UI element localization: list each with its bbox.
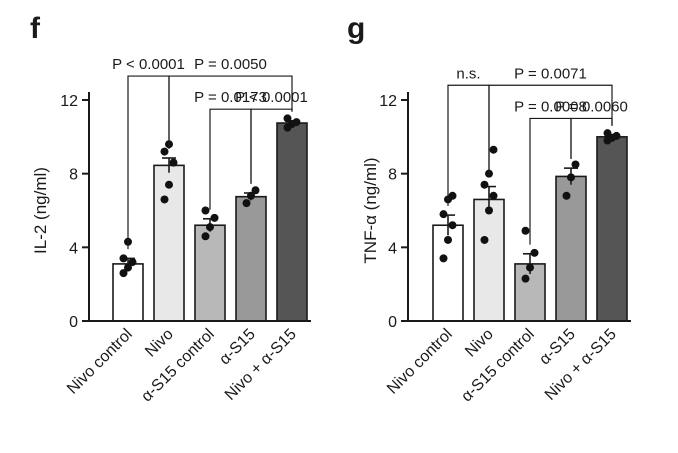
panel-g-chart: g TNF-α (ng/ml) 0 4 8 12 Nivo control Nivoα-S15… <box>347 12 631 405</box>
data-point <box>489 145 498 154</box>
panel-letter: g <box>347 12 365 45</box>
significance-bracket <box>168 75 293 149</box>
data-point <box>169 158 178 167</box>
p-value-label: P = 0.0173 <box>194 89 267 106</box>
y-axis-title: IL-2 (ng/ml) <box>31 167 50 254</box>
data-point <box>242 199 251 208</box>
data-point <box>489 191 498 200</box>
bar <box>473 198 505 322</box>
panel-f-chart: f IL-2 (ng/ml) 0 4 8 12 Nivo control Nivoα-S15 … <box>30 12 311 405</box>
data-point <box>292 118 301 127</box>
category-label: Nivo control <box>384 326 456 398</box>
data-point <box>567 173 575 182</box>
category-label: α-S15 control <box>138 326 218 406</box>
data-point <box>521 226 530 235</box>
bar <box>276 122 308 322</box>
data-point <box>480 180 489 189</box>
y-axis-title: TNF-α (ng/ml) <box>361 157 380 263</box>
data-point <box>448 191 457 200</box>
p-value-label: P = 0.0060 <box>555 98 628 115</box>
bar <box>596 136 628 322</box>
significance-bracket <box>250 108 293 184</box>
bar <box>153 164 185 322</box>
data-point <box>562 191 571 200</box>
p-value-label: P = 0.0050 <box>194 56 267 73</box>
y-tick-label: 12 <box>60 93 78 110</box>
data-point <box>160 147 169 156</box>
y-tick-label: 12 <box>379 93 397 110</box>
category-label: Nivo <box>462 326 497 361</box>
data-point <box>439 254 448 263</box>
data-point <box>526 263 534 272</box>
p-value-label: P = 0.0071 <box>514 65 587 82</box>
significance-bracket <box>209 108 252 210</box>
data-point <box>603 129 612 138</box>
panel-letter: f <box>30 12 41 45</box>
category-label: Nivo <box>142 326 177 361</box>
category-label: Nivo + α-S15 <box>222 326 300 404</box>
data-point <box>448 221 457 230</box>
data-point <box>119 254 128 263</box>
data-point <box>521 274 530 283</box>
data-point <box>251 186 260 195</box>
category-label: α-S15 control <box>458 326 538 406</box>
data-point <box>206 223 214 232</box>
data-point <box>283 114 292 123</box>
y-tick-label: 0 <box>388 314 397 331</box>
y-tick-label: 8 <box>69 167 78 184</box>
data-point <box>530 248 539 257</box>
significance-bracket <box>570 117 613 159</box>
y-tick-label: 4 <box>69 240 78 257</box>
data-point <box>444 235 452 244</box>
category-label: Nivo control <box>64 326 136 398</box>
data-point <box>128 258 137 267</box>
significance-bracket <box>488 84 613 178</box>
data-point <box>439 210 448 219</box>
y-tick-label: 4 <box>388 240 397 257</box>
p-value-label: P = 0.0008 <box>514 98 587 115</box>
bar <box>235 195 267 322</box>
data-point <box>201 232 210 241</box>
data-point <box>210 213 219 222</box>
data-point <box>119 269 128 278</box>
bar <box>555 175 587 322</box>
y-tick-label: 0 <box>69 314 78 331</box>
p-value-label: P < 0.0001 <box>235 89 308 106</box>
p-value-label: P < 0.0001 <box>112 56 185 73</box>
p-value-label: n.s. <box>456 65 480 82</box>
data-point <box>160 195 169 204</box>
data-point <box>571 160 580 169</box>
category-label: Nivo + α-S15 <box>542 326 620 404</box>
data-point <box>165 180 173 189</box>
data-point <box>612 131 621 140</box>
data-point <box>480 235 489 244</box>
data-point <box>201 206 210 215</box>
data-point <box>247 191 255 200</box>
y-tick-label: 8 <box>388 167 397 184</box>
bar <box>194 224 226 322</box>
bar <box>112 263 144 322</box>
data-point <box>124 263 132 272</box>
data-point <box>485 206 493 215</box>
